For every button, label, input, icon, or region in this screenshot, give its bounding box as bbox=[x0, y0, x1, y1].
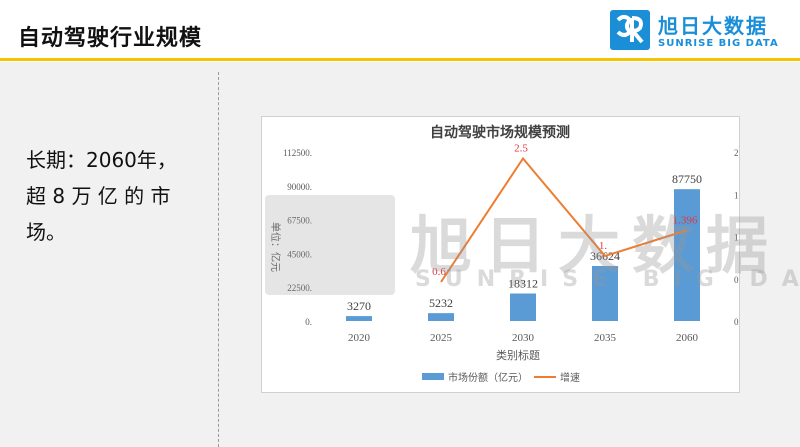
y-tick-label: 0. bbox=[305, 317, 312, 327]
legend-bar-swatch bbox=[422, 373, 444, 380]
bar-2020 bbox=[346, 316, 372, 321]
bar-2035 bbox=[592, 265, 618, 321]
legend-line-label: 增速 bbox=[560, 371, 580, 384]
line-data-label: 2.5 bbox=[514, 143, 528, 155]
note-line-2: 超 8 万 亿 的 市 bbox=[26, 184, 171, 208]
y2-tick-label: 1.3 bbox=[734, 233, 739, 243]
bar-2060 bbox=[674, 189, 700, 321]
legend-bar-label: 市场份额（亿元） bbox=[448, 371, 528, 384]
bar-data-label: 3270 bbox=[347, 299, 371, 313]
header-rule bbox=[0, 58, 800, 61]
growth-line bbox=[440, 156, 688, 283]
market-forecast-chart: 自动驾驶市场规模预测 0. 22500. 45000. 67500. 90000. 112… bbox=[269, 124, 750, 384]
y2-tick-label: 0. bbox=[734, 317, 739, 327]
note-line-3: 场。 bbox=[26, 220, 66, 244]
y-tick-label: 22500. bbox=[287, 283, 312, 293]
x-axis-label: 类别标题 bbox=[496, 348, 540, 362]
y2-tick-label: 1.95 bbox=[734, 190, 739, 200]
y-tick-label: 90000. bbox=[287, 182, 312, 192]
summary-note: 长期：2060年， 超 8 万 亿 的 市 场。 bbox=[26, 142, 202, 250]
x-tick-label: 2060 bbox=[676, 332, 699, 344]
y-tick-label: 45000. bbox=[287, 249, 312, 259]
line-data-label: 0.6 bbox=[432, 266, 446, 278]
logo-name: 旭日大数据 bbox=[658, 14, 768, 38]
bar-data-label: 87750 bbox=[672, 172, 702, 186]
y2-tick-label: 2.6 bbox=[734, 148, 739, 158]
y-tick-label: 67500. bbox=[287, 216, 312, 226]
logo-icon bbox=[610, 10, 650, 50]
bar-2025 bbox=[428, 313, 454, 321]
chart-title: 自动驾驶市场规模预测 bbox=[430, 124, 570, 141]
bar-data-label: 18312 bbox=[508, 276, 538, 290]
x-tick-label: 2030 bbox=[512, 332, 535, 344]
y2-tick-label: 0.65 bbox=[734, 275, 739, 285]
line-data-label: 1. bbox=[599, 240, 608, 252]
dashed-divider bbox=[218, 72, 219, 447]
x-tick-label: 2025 bbox=[430, 332, 453, 344]
page-title: 自动驾驶行业规模 bbox=[18, 26, 203, 51]
note-line-1: 长期：2060年， bbox=[26, 148, 177, 172]
bar-data-label: 5232 bbox=[429, 296, 453, 310]
y-axis-label: 单位：亿元 bbox=[269, 222, 282, 272]
x-tick-label: 2020 bbox=[348, 332, 371, 344]
y-tick-label: 112500. bbox=[283, 148, 312, 158]
brand-logo: 旭日大数据 SUNRISE BIG DATA bbox=[610, 10, 790, 54]
bar-2030 bbox=[510, 293, 536, 321]
chart-panel: 自动驾驶市场规模预测 0. 22500. 45000. 67500. 90000. 112… bbox=[261, 116, 750, 393]
logo-subtitle: SUNRISE BIG DATA bbox=[658, 38, 779, 49]
legend: 市场份额（亿元） 增速 bbox=[422, 371, 580, 384]
x-tick-label: 2035 bbox=[594, 332, 617, 344]
header-bar: 自动驾驶行业规模 旭日大数据 SUNRISE BIG DATA bbox=[0, 0, 800, 62]
line-data-label: 1.396 bbox=[673, 214, 698, 226]
